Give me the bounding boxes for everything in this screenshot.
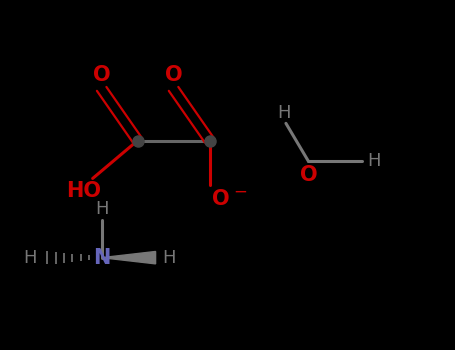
Text: −: − — [233, 183, 247, 201]
Text: O: O — [299, 165, 317, 185]
Text: H: H — [277, 104, 290, 122]
Text: O: O — [93, 65, 111, 85]
Text: H: H — [23, 248, 36, 267]
Text: H: H — [162, 248, 176, 267]
Text: H: H — [95, 201, 108, 218]
Text: HO: HO — [66, 181, 101, 201]
Text: O: O — [165, 65, 182, 85]
Text: O: O — [212, 189, 230, 209]
Text: H: H — [367, 152, 380, 170]
Polygon shape — [101, 251, 156, 264]
Text: N: N — [93, 248, 111, 268]
